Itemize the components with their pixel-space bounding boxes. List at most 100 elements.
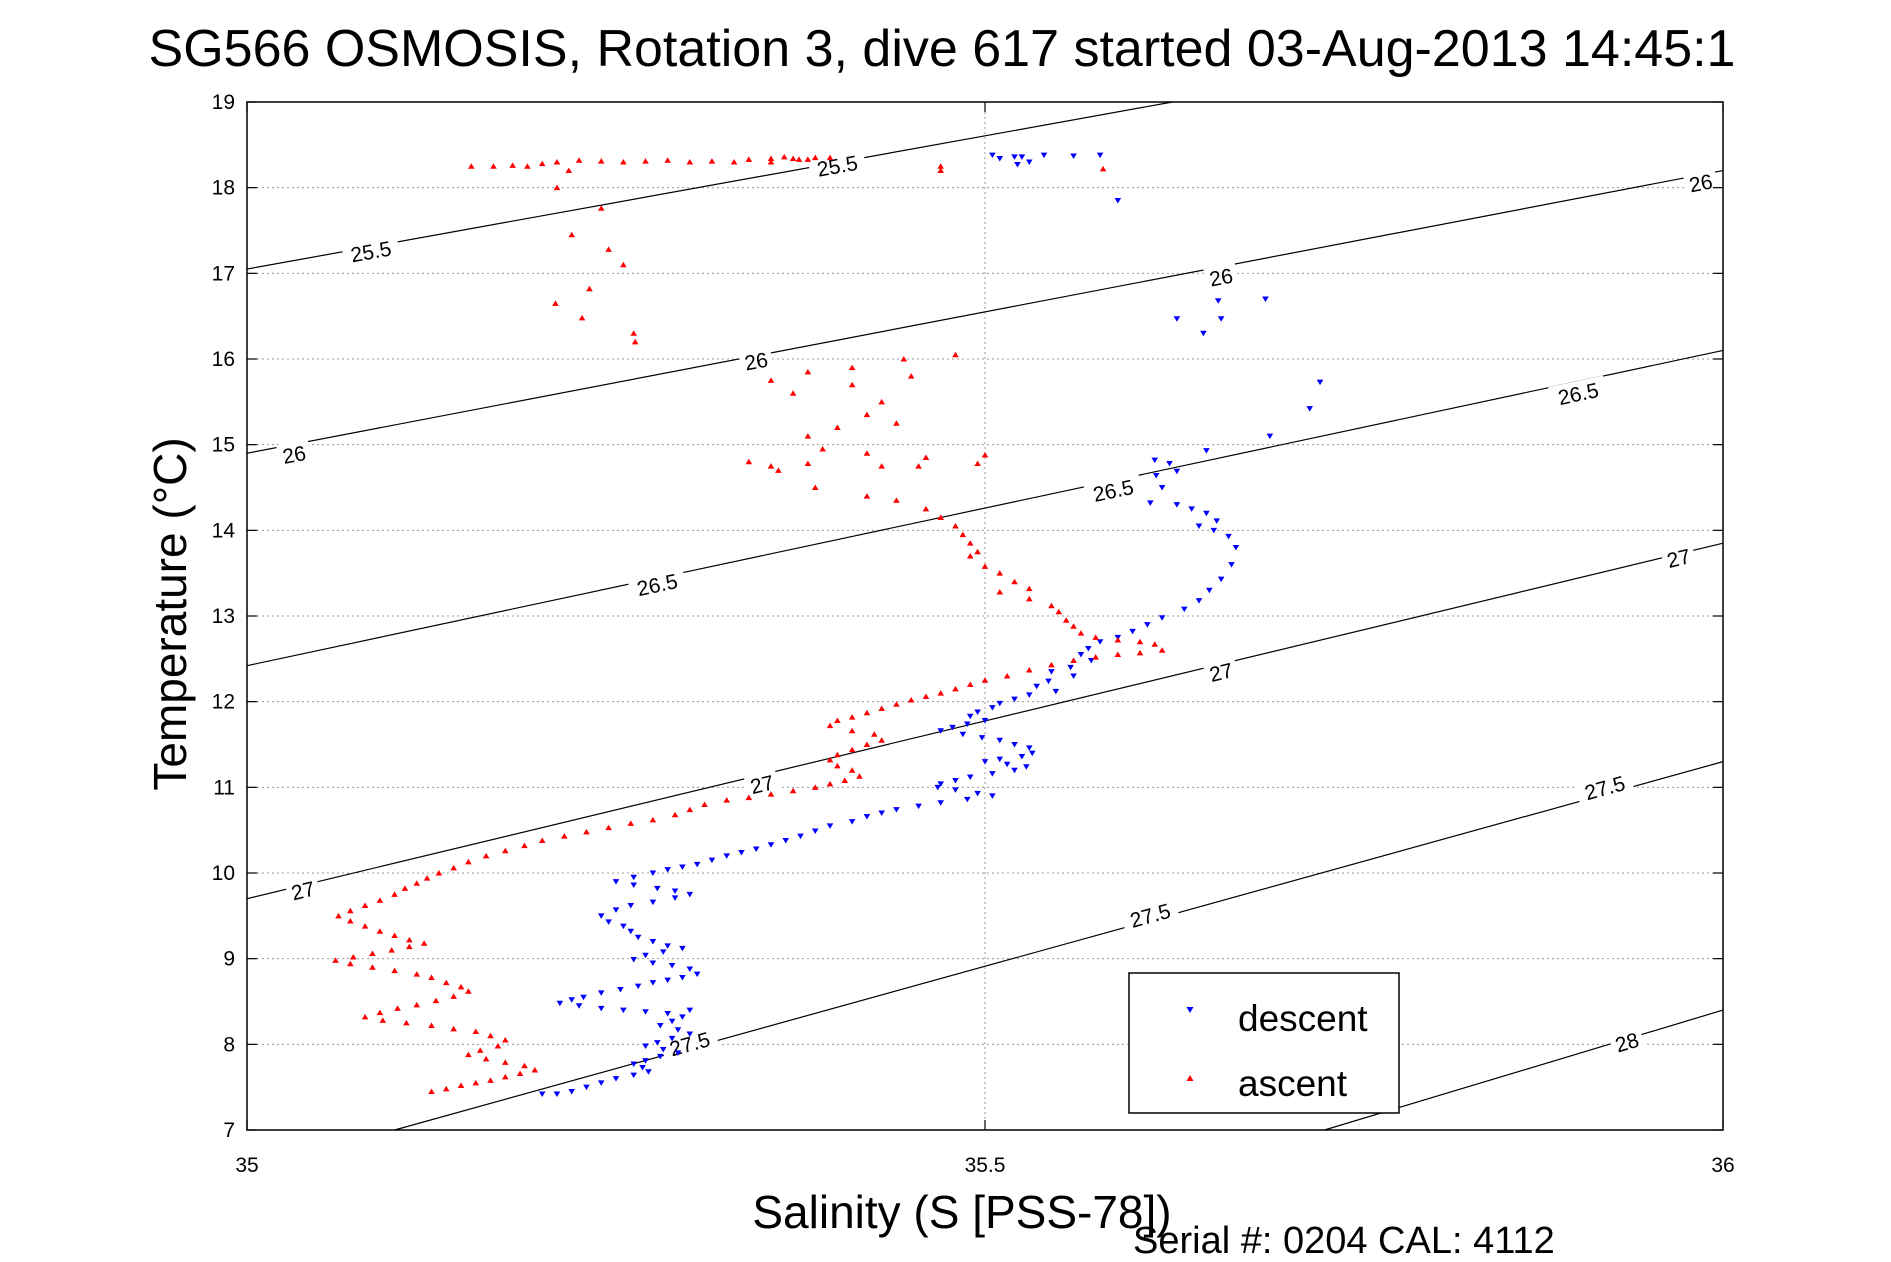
ascent-point bbox=[423, 875, 431, 881]
x-tick-label: 36 bbox=[1711, 1154, 1734, 1177]
descent-point bbox=[1048, 669, 1055, 675]
ascent-point bbox=[391, 932, 398, 939]
descent-point bbox=[989, 771, 996, 777]
grid-lines bbox=[247, 102, 1723, 1130]
ascent-point bbox=[538, 837, 546, 843]
ascent-point bbox=[767, 158, 775, 165]
ascent-point bbox=[804, 156, 812, 162]
descent-point bbox=[1210, 527, 1218, 534]
descent-point bbox=[630, 957, 638, 963]
contour-label-text: 26 bbox=[1687, 170, 1714, 197]
ascent-point bbox=[848, 746, 856, 753]
y-tick-label: 17 bbox=[212, 262, 235, 285]
ascent-point bbox=[893, 701, 900, 707]
ascent-point bbox=[856, 773, 863, 779]
ascent-point bbox=[974, 548, 981, 555]
descent-point bbox=[1045, 678, 1052, 685]
ascent-point bbox=[878, 705, 885, 712]
descent-point bbox=[1158, 615, 1166, 621]
ascent-point bbox=[403, 1019, 410, 1026]
descent-point bbox=[1033, 683, 1040, 690]
descent-point bbox=[649, 939, 657, 945]
descent-point bbox=[826, 823, 834, 829]
descent-point bbox=[671, 888, 679, 894]
descent-point bbox=[937, 728, 945, 734]
contour-label-background bbox=[1660, 542, 1697, 574]
ascent-point bbox=[597, 158, 605, 164]
descent-point bbox=[782, 837, 790, 844]
ascent-point bbox=[730, 158, 738, 165]
legend-ascent-marker bbox=[1186, 1075, 1194, 1081]
ascent-point bbox=[922, 693, 930, 700]
contour-label-background bbox=[1119, 895, 1181, 934]
descent-point bbox=[1151, 457, 1159, 464]
descent-point bbox=[952, 787, 959, 793]
y-tick-label: 13 bbox=[212, 605, 235, 628]
ascent-point bbox=[789, 390, 797, 396]
ascent-point bbox=[476, 1047, 484, 1053]
ascent-point bbox=[981, 451, 989, 458]
descent-point bbox=[797, 833, 804, 840]
ascent-point bbox=[745, 156, 753, 162]
descent-point bbox=[538, 1091, 546, 1098]
ascent-point bbox=[848, 727, 856, 734]
density-contour-line bbox=[246, 169, 1724, 454]
ascent-point bbox=[472, 1079, 480, 1086]
legend-descent-marker bbox=[1186, 1007, 1194, 1013]
descent-point bbox=[620, 923, 627, 930]
ascent-point bbox=[871, 731, 878, 737]
descent-point bbox=[649, 870, 657, 876]
ascent-point bbox=[804, 433, 812, 439]
ascent-point bbox=[922, 505, 930, 512]
ascent-point bbox=[863, 741, 871, 747]
ascent-point bbox=[937, 167, 945, 174]
ascent-point bbox=[952, 523, 959, 529]
ascent-point bbox=[376, 928, 384, 934]
descent-point bbox=[959, 731, 967, 738]
descent-point bbox=[989, 705, 996, 711]
ascent-point bbox=[745, 458, 753, 465]
ascent-point bbox=[966, 553, 974, 559]
descent-point bbox=[686, 1031, 694, 1038]
descent-point bbox=[580, 994, 587, 1001]
ascent-point bbox=[361, 923, 369, 929]
ascent-point bbox=[531, 1067, 539, 1073]
descent-point bbox=[863, 813, 871, 820]
ascent-point bbox=[686, 806, 694, 813]
contour-label-background bbox=[1083, 472, 1144, 508]
ascent-point bbox=[413, 880, 421, 886]
descent-point bbox=[1152, 473, 1160, 479]
ascent-point bbox=[465, 858, 472, 865]
descent-point bbox=[1188, 506, 1195, 512]
ascent-point bbox=[1114, 651, 1122, 658]
descent-point bbox=[1025, 745, 1033, 751]
ascent-point bbox=[996, 570, 1004, 576]
ascent-point bbox=[848, 381, 856, 388]
ascent-point bbox=[524, 163, 531, 169]
ascent-point bbox=[620, 158, 627, 165]
descent-point bbox=[634, 934, 642, 941]
ascent-point bbox=[893, 497, 900, 503]
descent-point bbox=[1206, 587, 1213, 594]
descent-point bbox=[978, 735, 986, 741]
descent-point bbox=[597, 990, 605, 996]
ascent-point bbox=[937, 163, 945, 169]
ascent-point bbox=[966, 681, 974, 688]
descent-point bbox=[1067, 664, 1074, 671]
density-contour-label: 26.5 bbox=[1548, 375, 1609, 411]
ascent-point bbox=[391, 891, 398, 897]
ascent-point bbox=[863, 709, 871, 716]
descent-point bbox=[617, 987, 624, 993]
contour-label-background bbox=[1607, 1025, 1646, 1058]
descent-point bbox=[1266, 433, 1274, 440]
y-tick-label: 18 bbox=[212, 177, 235, 200]
descent-point bbox=[568, 1088, 576, 1095]
ascent-point bbox=[521, 1062, 528, 1069]
ascent-point bbox=[767, 463, 775, 469]
ascent-point bbox=[981, 677, 989, 683]
legend-descent-label: descent bbox=[1238, 998, 1368, 1039]
ascent-point bbox=[583, 828, 590, 835]
ascent-point bbox=[361, 902, 369, 909]
y-tick-label: 8 bbox=[223, 1033, 235, 1056]
ascent-point bbox=[1092, 634, 1099, 640]
